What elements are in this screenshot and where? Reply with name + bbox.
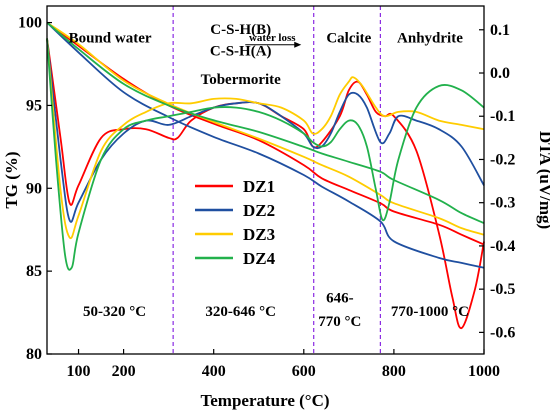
y-right-tick-label: -0.6 — [490, 324, 515, 341]
axis-ticks: 100 200 400 600 800 1000 80 85 90 95 100 0.1 0.0 -0.1… — [18, 15, 515, 380]
legend-label-dz1: DZ1 — [243, 177, 275, 196]
x-tick-label: 100 — [67, 363, 91, 380]
y-left-tick-label: 80 — [26, 346, 42, 363]
water-loss-arrowhead — [294, 41, 302, 48]
dta-line-dz3 — [46, 38, 485, 240]
y-right-tick-label: -0.4 — [490, 238, 515, 255]
y-right-tick-label: 0.1 — [490, 22, 510, 39]
y-left-tick-label: 95 — [26, 97, 42, 114]
y-right-tick-label: 0.0 — [490, 65, 510, 82]
y-left-tick-label: 90 — [26, 180, 42, 197]
legend-label-dz3: DZ3 — [243, 225, 275, 244]
tg-line-dz4 — [46, 21, 485, 224]
region-label-top: water loss — [249, 32, 296, 44]
region-label-bottom: 320-646 °C — [205, 304, 276, 320]
legend-label-dz2: DZ2 — [243, 201, 275, 220]
region-label-top: C-S-H(A) — [210, 44, 272, 60]
series-lines — [46, 21, 485, 329]
y-left-tick-label: 85 — [26, 263, 42, 280]
region-label-top: Calcite — [326, 30, 371, 46]
region-label-bottom: 646- — [326, 291, 354, 307]
region-label-top: Tobermorite — [201, 72, 282, 88]
y-right-tick-label: -0.5 — [490, 281, 515, 298]
x-tick-label: 800 — [382, 363, 406, 380]
y-axis-label-right: DTA (uV/mg) — [536, 131, 550, 229]
plot-frame — [46, 5, 485, 355]
x-tick-label: 600 — [292, 363, 316, 380]
region-label-top: Bound water — [69, 30, 152, 46]
y-right-tick-label: -0.3 — [490, 195, 515, 212]
dta-line-dz4 — [46, 38, 485, 271]
legend-label-dz4: DZ4 — [243, 249, 276, 268]
region-label-top: Anhydrite — [397, 30, 463, 46]
x-tick-label: 1000 — [468, 363, 500, 380]
y-left-tick-label: 100 — [18, 15, 42, 32]
tg-line-dz2 — [46, 21, 485, 269]
x-tick-label: 400 — [202, 363, 226, 380]
y-right-tick-label: -0.1 — [490, 108, 515, 125]
legend: DZ1 DZ2 DZ3 DZ4 — [195, 177, 276, 268]
x-axis-label: Temperature (°C) — [200, 391, 329, 410]
x-tick-label: 200 — [112, 363, 136, 380]
region-label-bottom: 770-1000 °C — [391, 304, 469, 320]
region-label-bottom: 770 °C — [318, 314, 361, 330]
region-label-bottom: 50-320 °C — [83, 304, 146, 320]
y-axis-label-left: TG (%) — [2, 151, 21, 208]
tg-line-dz3 — [46, 21, 485, 236]
region-labels: Bound water C-S-H(B) C-S-H(A)water loss Tob… — [69, 22, 469, 330]
region-divider-lines — [172, 6, 381, 354]
y-right-tick-label: -0.2 — [490, 151, 515, 168]
region-label-top: C-S-H(B) — [210, 22, 271, 38]
